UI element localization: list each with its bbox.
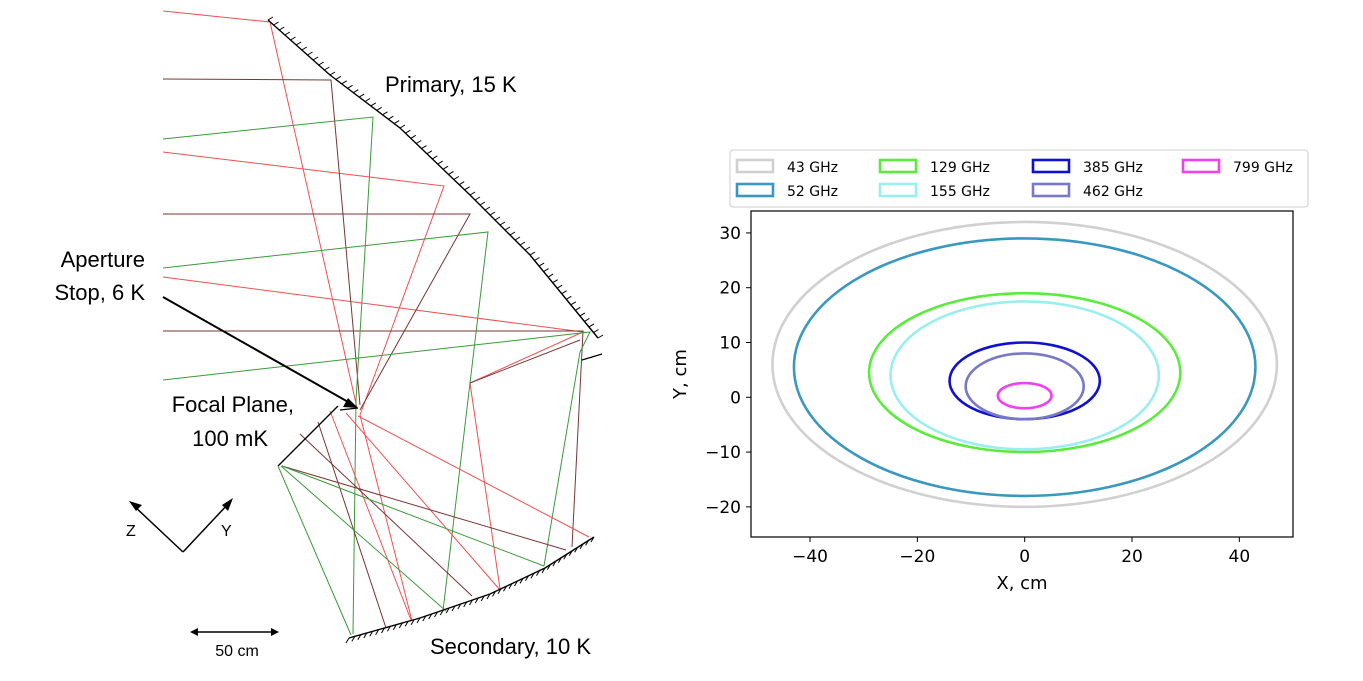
ray-8 <box>162 331 591 567</box>
legend-swatch-0 <box>735 158 775 174</box>
axis-z-label: Z <box>126 523 136 540</box>
mirror-surfaces <box>267 16 604 644</box>
x-tick-label-4: 40 <box>1229 547 1251 567</box>
legend-label-6: 799 GHz <box>1233 160 1293 176</box>
y-tick-label-3: 10 <box>719 333 741 353</box>
aperture-stop <box>339 407 359 411</box>
x-tick-label-3: 20 <box>1121 547 1143 567</box>
ray-3 <box>162 78 361 406</box>
secondary-label: Secondary, 10 K <box>430 634 591 659</box>
focal-plane-label-line1: Focal Plane, <box>172 392 294 417</box>
legend: 43 GHz 52 GHz 129 GHz 155 GHz 385 GHz 462 GHz… <box>729 149 1309 208</box>
y-tick-label-2: 0 <box>730 388 741 408</box>
legend-label-0: 43 GHz <box>787 160 838 176</box>
footprint-ellipse-5 <box>964 352 1086 421</box>
footprint-ellipse-0 <box>771 220 1279 509</box>
ray-12 <box>299 433 473 597</box>
secondary-mirror <box>348 536 595 639</box>
plot-frame <box>750 210 1294 538</box>
ray-bundle <box>162 10 591 636</box>
legend-swatch-6 <box>1181 158 1221 174</box>
legend-label-3: 155 GHz <box>930 184 990 200</box>
primary-mirror-hatching <box>267 16 604 339</box>
ray-13 <box>281 465 567 551</box>
footprint-ellipse-4 <box>948 341 1102 421</box>
ray-7 <box>162 231 489 612</box>
legend-swatch-4 <box>1031 158 1071 174</box>
ray-2 <box>162 276 585 590</box>
aperture-arrowhead <box>343 398 358 408</box>
ray-18 <box>469 339 581 384</box>
primary-label: Primary, 15 K <box>385 72 517 97</box>
x-axis-label: X, cm <box>996 573 1047 594</box>
aperture-label-line2: Stop, 6 K <box>54 280 145 305</box>
footprint-ellipse-6 <box>996 381 1053 410</box>
ray-1 <box>162 151 445 622</box>
x-tick-label-0: −40 <box>792 547 828 567</box>
x-tick-label-2: 0 <box>1019 547 1030 567</box>
y-tick-label-5: 30 <box>719 224 741 244</box>
axis-y-label: Y <box>221 523 232 540</box>
secondary-mirror-hatching <box>345 536 595 644</box>
y-tick-label-1: −10 <box>705 443 741 463</box>
x-tick-label-1: −20 <box>899 547 935 567</box>
ray-9 <box>357 415 590 538</box>
ray-16 <box>280 465 447 612</box>
footprint-ellipse-1 <box>792 237 1257 498</box>
focal-plane <box>277 405 339 467</box>
legend-swatch-3 <box>878 182 918 198</box>
legend-label-1: 52 GHz <box>787 184 838 200</box>
ray-17 <box>281 465 545 567</box>
ray-5 <box>163 330 584 548</box>
legend-label-2: 129 GHz <box>930 160 990 176</box>
footprint-ellipse-2 <box>867 291 1182 454</box>
legend-swatch-2 <box>878 158 918 174</box>
ray-10 <box>329 410 412 621</box>
legend-swatch-5 <box>1031 182 1071 198</box>
scale-bar <box>190 628 279 636</box>
focal-plane-label-line2: 100 mK <box>192 426 268 451</box>
legend-box <box>729 149 1309 208</box>
axis-ticks: −40 −20 0 20 40 −20 −10 0 10 20 30 <box>705 224 1250 567</box>
aperture-label-line1: Aperture <box>61 247 145 272</box>
ray-4 <box>163 213 471 411</box>
scale-bar-label: 50 cm <box>215 643 259 660</box>
primary-mirror <box>267 19 599 339</box>
primary-edge-stub <box>581 353 603 361</box>
legend-swatch-1 <box>735 182 775 198</box>
ray-15 <box>277 465 352 636</box>
ray-14 <box>317 421 387 629</box>
coordinate-axes-icon <box>129 498 233 553</box>
footprint-curves <box>771 220 1279 509</box>
ray-0 <box>162 10 358 409</box>
legend-label-5: 462 GHz <box>1083 184 1143 200</box>
y-tick-label-0: −20 <box>705 498 741 518</box>
ray-6 <box>162 116 374 635</box>
aperture-pointer-arrow <box>162 296 351 404</box>
ray-11 <box>345 412 501 591</box>
optics-diagram: Primary, 15 K Aperture Stop, 6 K Focal P… <box>54 10 604 660</box>
y-tick-label-4: 20 <box>719 279 741 299</box>
footprint-ellipse-3 <box>889 300 1161 451</box>
legend-label-4: 385 GHz <box>1083 160 1143 176</box>
